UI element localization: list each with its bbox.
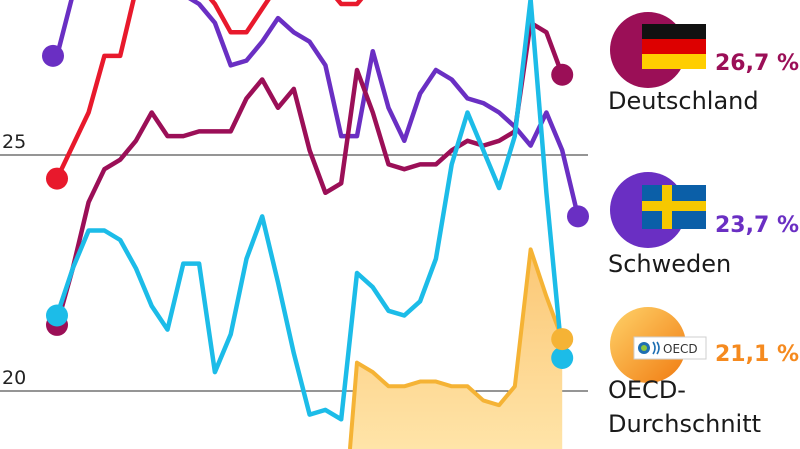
legend-value: 26,7 % bbox=[715, 51, 799, 76]
legend-name-line-1: OECD- bbox=[608, 376, 686, 404]
y-tick-label: 25 bbox=[2, 131, 26, 153]
series-marker bbox=[46, 304, 68, 327]
series-marker bbox=[46, 167, 68, 190]
oecd-area-fill bbox=[349, 249, 563, 449]
series-marker bbox=[567, 205, 589, 228]
lines-layer bbox=[54, 0, 581, 422]
series-marker bbox=[551, 63, 574, 86]
legend-name: Deutschland bbox=[608, 87, 759, 115]
series-marker bbox=[551, 328, 574, 351]
series-marker bbox=[551, 346, 574, 369]
legend-value: 21,1 % bbox=[715, 342, 799, 367]
oecd-area-line bbox=[347, 247, 565, 449]
series-marker bbox=[42, 44, 64, 67]
series-line-deutschland bbox=[54, 0, 364, 181]
germany-flag-icon bbox=[642, 24, 706, 69]
y-tick-label: 20 bbox=[2, 367, 26, 389]
legend-oecd: OECD 21,1 % OECD- Durchschnitt bbox=[608, 307, 799, 438]
sweden-flag-icon bbox=[642, 185, 706, 229]
legend-name-line-2: Durchschnitt bbox=[608, 410, 761, 438]
legend-deutschland: 26,7 % Deutschland bbox=[608, 12, 799, 115]
oecd-logo-icon: OECD bbox=[633, 336, 707, 360]
grid-layer: 25 20 bbox=[0, 131, 588, 392]
dots-layer bbox=[42, 44, 589, 369]
series-line-schweden bbox=[54, 0, 581, 219]
oecd-logo-text: OECD bbox=[663, 342, 698, 356]
legend-value: 23,7 % bbox=[715, 213, 799, 238]
area-layer bbox=[347, 247, 565, 449]
series-line-oecd-durchschnitt bbox=[54, 0, 565, 422]
legend-schweden: 23,7 % Schweden bbox=[608, 172, 799, 278]
series-line-deutschland-endwert- bbox=[54, 20, 565, 328]
legend-name: Schweden bbox=[608, 250, 731, 278]
